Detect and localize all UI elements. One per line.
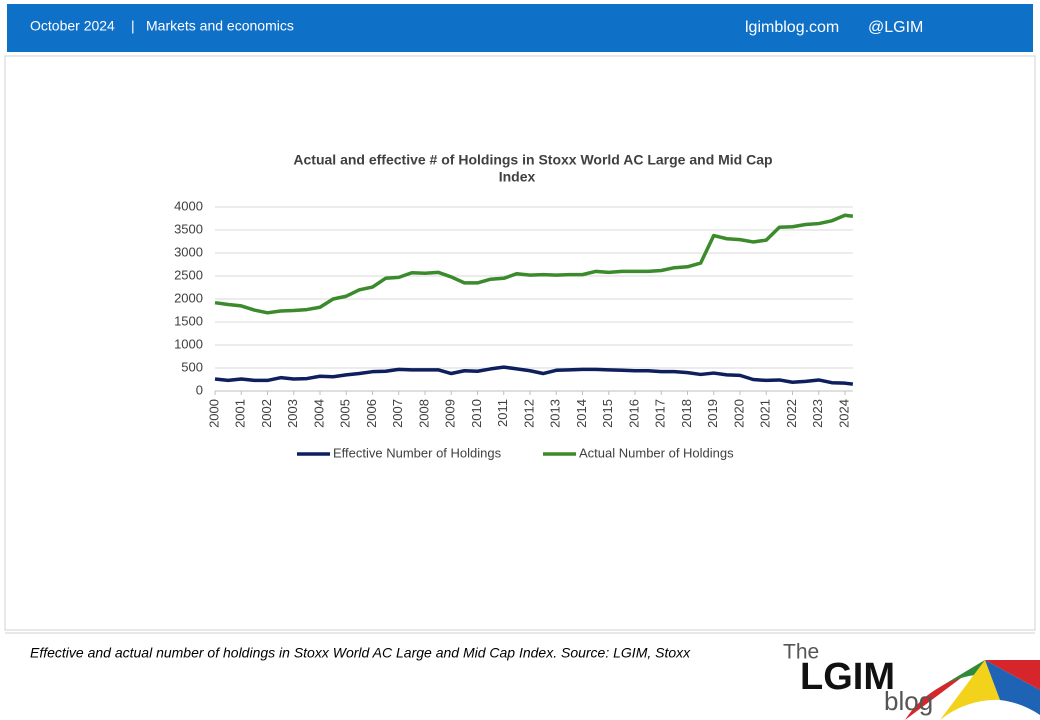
legend-label: Actual Number of Holdings [579, 445, 734, 460]
y-tick-label: 2000 [174, 290, 203, 305]
legend-label: Effective Number of Holdings [333, 445, 502, 460]
x-tick-label: 2023 [810, 399, 825, 428]
y-tick-label: 3000 [174, 244, 203, 259]
x-tick-label: 2010 [469, 399, 484, 428]
y-tick-label: 0 [196, 382, 203, 397]
header-section: Markets and economics [146, 18, 294, 34]
y-tick-label: 3500 [174, 221, 203, 236]
y-tick-label: 4000 [174, 198, 203, 213]
umbrella-yellow [940, 660, 1000, 720]
x-tick-label: 2008 [416, 399, 431, 428]
chart-title: Actual and effective # of Holdings in St… [293, 152, 772, 168]
header-site: lgimblog.com [745, 19, 839, 36]
x-tick-label: 2001 [233, 399, 248, 428]
x-tick-label: 2012 [521, 399, 536, 428]
x-tick-label: 2018 [679, 399, 694, 428]
panel-border [4, 55, 1036, 631]
x-tick-label: 2016 [626, 399, 641, 428]
header-date: October 2024 [30, 18, 115, 34]
y-tick-label: 1000 [174, 336, 203, 351]
x-tick-label: 2022 [784, 399, 799, 428]
umbrella-blue [985, 660, 1040, 715]
logo-umbrella [905, 660, 1040, 720]
y-tick-label: 500 [181, 359, 203, 374]
caption: Effective and actual number of holdings … [30, 645, 691, 661]
x-tick-label: 2013 [548, 399, 563, 428]
x-tick-label: 2017 [653, 399, 668, 428]
y-tick-label: 2500 [174, 267, 203, 282]
x-tick-label: 2011 [495, 399, 510, 427]
series-line [214, 213, 854, 315]
x-tick-label: 2020 [731, 399, 746, 428]
plot: 0 500 1000 1500 2000 2500 3000 3500 4000 2000 2001… [174, 198, 854, 460]
x-tick-label: 2005 [338, 399, 353, 428]
umbrella-red2 [985, 660, 1040, 690]
logo-the: The [783, 641, 819, 664]
header-handle: @LGIM [868, 19, 923, 36]
header-separator: | [131, 18, 135, 34]
x-tick-label: 2004 [311, 399, 326, 428]
series-line [214, 365, 854, 386]
x-tick-label: 2015 [600, 399, 615, 428]
x-tick-label: 2024 [836, 399, 851, 428]
chart-title-line2: Index [499, 169, 536, 185]
x-tick-label: 2021 [758, 399, 773, 428]
y-tick-label: 1500 [174, 313, 203, 328]
umbrella-green [935, 660, 985, 690]
logo-blog: blog [884, 686, 933, 716]
x-tick-label: 2007 [390, 399, 405, 428]
x-tick-label: 2019 [705, 399, 720, 428]
x-tick-label: 2003 [285, 399, 300, 428]
header-bar [7, 4, 1033, 52]
x-tick-label: 2006 [364, 399, 379, 428]
x-tick-label: 2014 [574, 399, 589, 428]
x-tick-label: 2002 [259, 399, 274, 428]
logo-lgim: LGIM [800, 656, 895, 698]
x-tick-label: 2000 [206, 399, 221, 428]
x-tick-label: 2009 [443, 399, 458, 428]
